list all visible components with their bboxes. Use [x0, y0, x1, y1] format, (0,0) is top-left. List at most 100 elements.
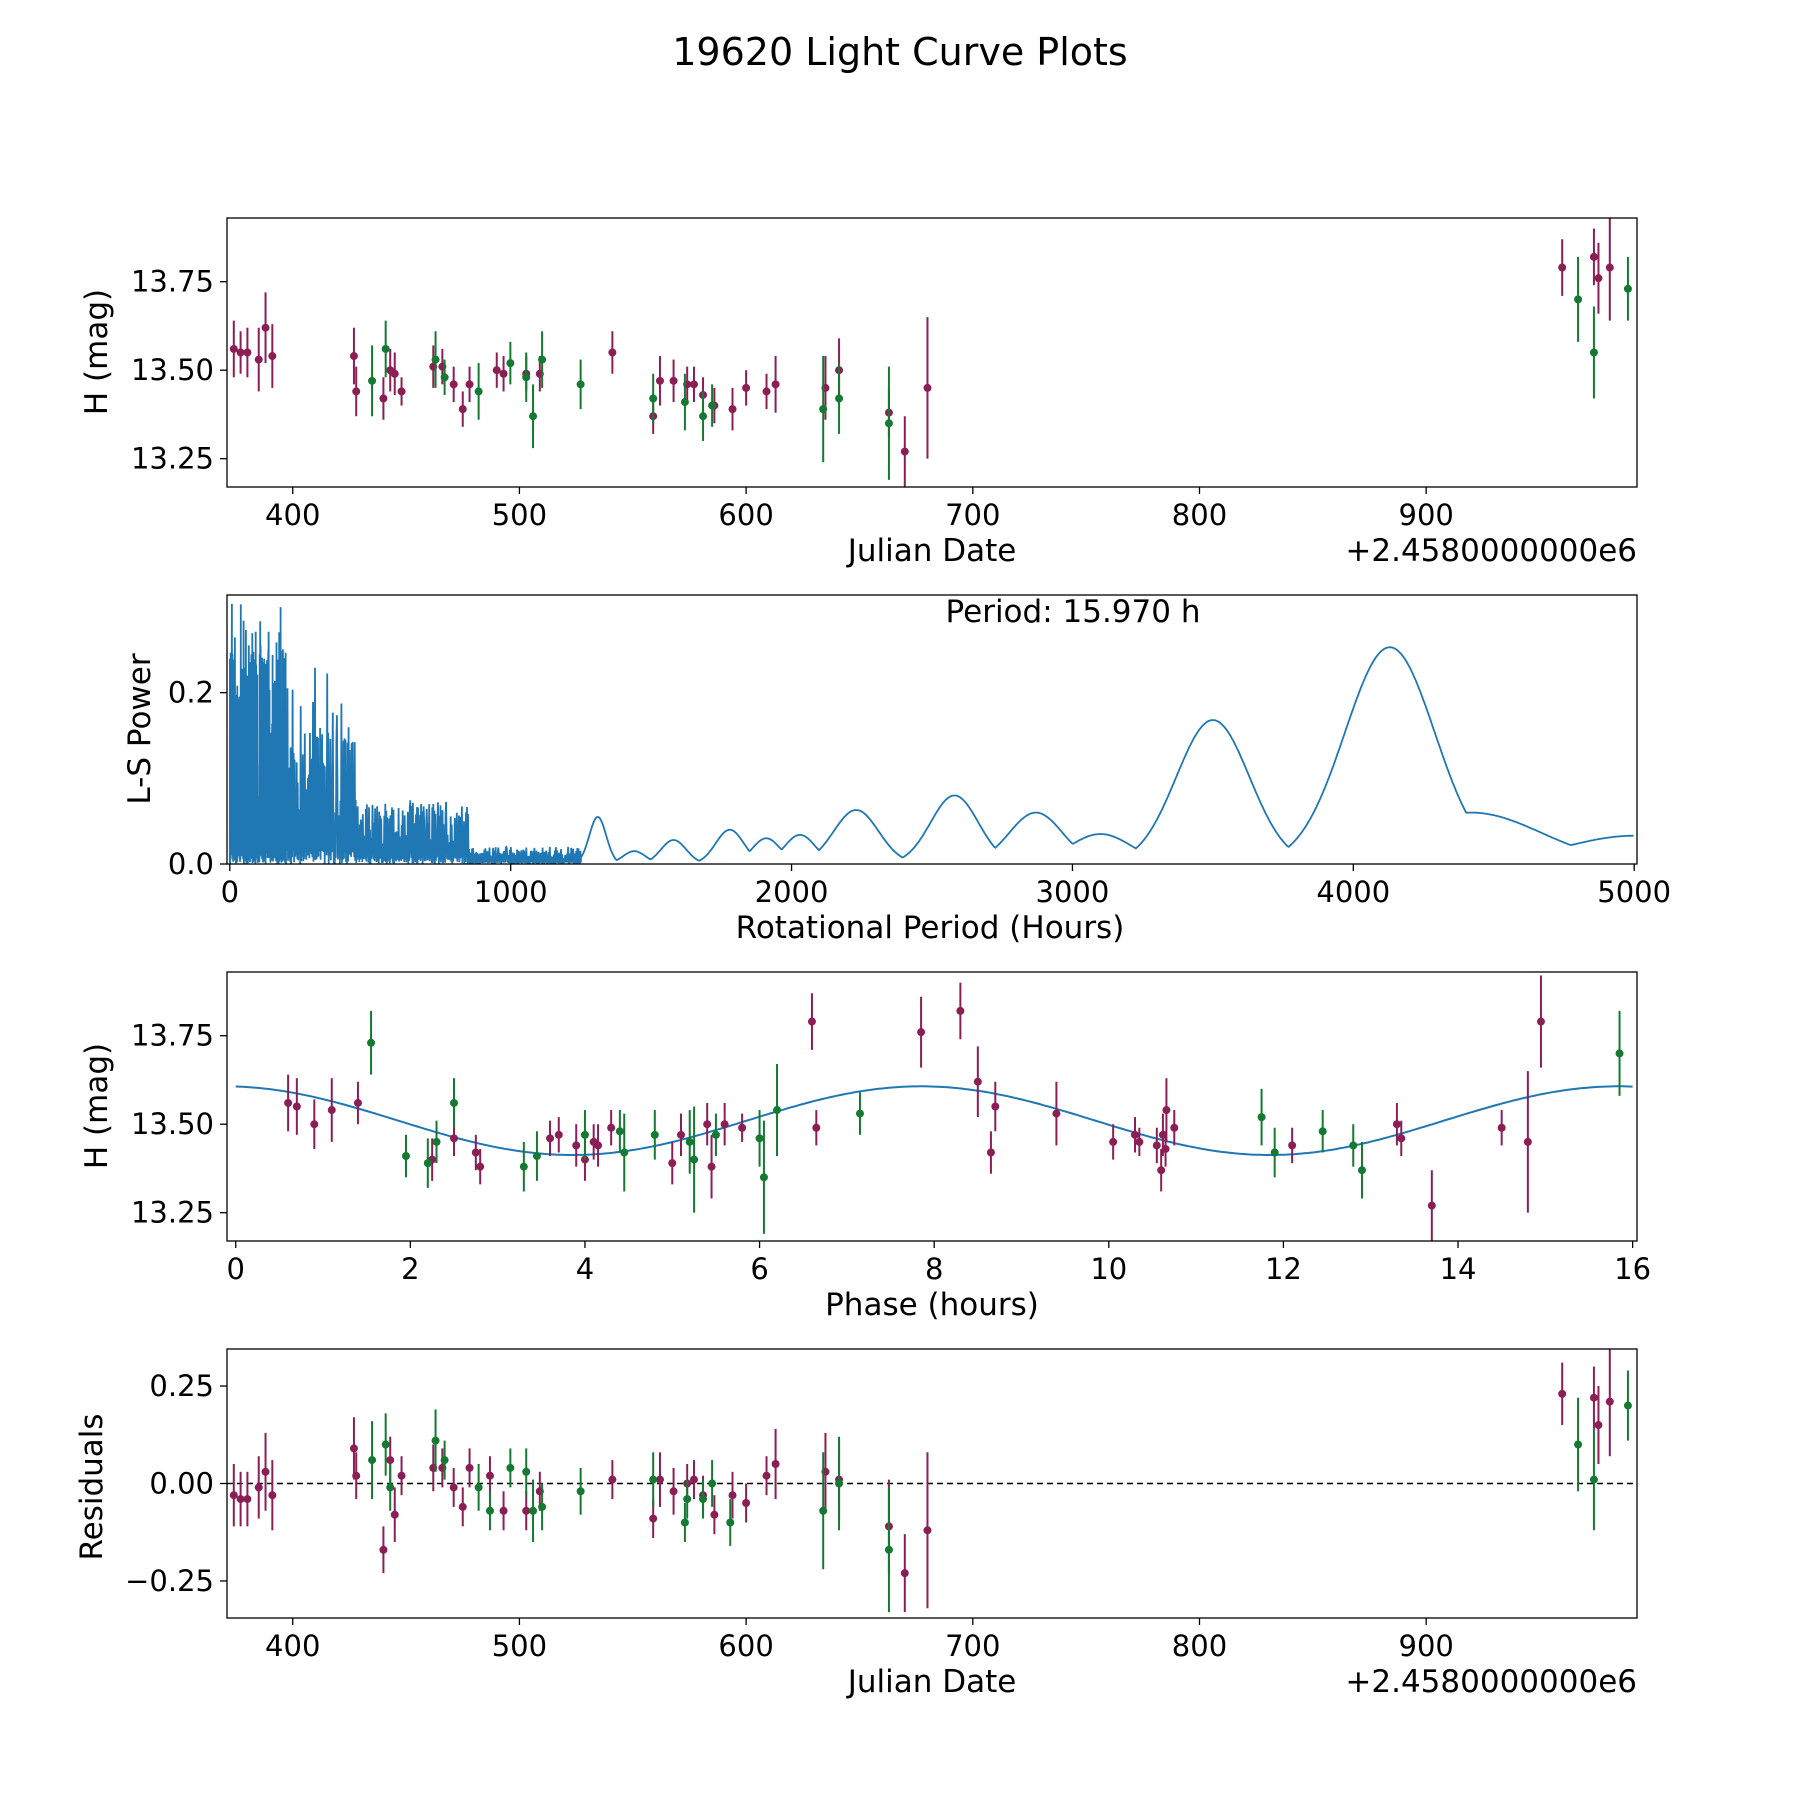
lightcurve-point-filter-b — [1574, 295, 1583, 304]
lightcurve-point-filter-a — [1605, 263, 1614, 272]
periodogram-xtick-label: 3000 — [1036, 875, 1110, 909]
residuals-point-filter-a — [669, 1487, 678, 1496]
lightcurve-point-filter-a — [728, 405, 737, 414]
lightcurve-point-filter-a — [268, 352, 277, 361]
residuals-point-filter-a — [458, 1502, 467, 1511]
phased-point-filter-a — [986, 1148, 995, 1157]
phased-point-filter-a — [1170, 1123, 1179, 1132]
phased-point-filter-a — [476, 1162, 485, 1171]
periodogram-x-ticks: 0 1000 2000 3000 4000 5000 — [221, 864, 1671, 909]
phased-point-filter-a — [973, 1077, 982, 1086]
phased-point-filter-a — [738, 1123, 747, 1132]
lightcurve-point-filter-b — [708, 401, 717, 410]
residuals-point-filter-b — [431, 1436, 440, 1445]
lightcurve-point-filter-a — [1594, 274, 1603, 283]
residuals-point-filter-a — [1558, 1389, 1567, 1398]
phased-point-filter-a — [676, 1130, 685, 1139]
periodogram-ytick-label: 0.2 — [168, 676, 214, 710]
lightcurve-point-filter-a — [229, 344, 238, 353]
lightcurve-point-filter-a — [449, 380, 458, 389]
phased-xtick-label: 0 — [227, 1252, 245, 1286]
phased-point-filter-a — [594, 1141, 603, 1150]
lightcurve-xlabel: Julian Date — [846, 533, 1017, 569]
lightcurve-point-filter-a — [669, 376, 678, 385]
residuals-x-ticks: 400 500 600 700 800 900 — [265, 1618, 1454, 1663]
phased-point-filter-a — [991, 1102, 1000, 1111]
phased-point-filter-b — [519, 1162, 528, 1171]
residuals-offset-label: +2.4580000000e6 — [1345, 1664, 1637, 1700]
lightcurve-point-filter-a — [379, 394, 388, 403]
lightcurve-point-filter-a — [349, 352, 358, 361]
residuals-point-filter-a — [1589, 1393, 1598, 1402]
phased-point-filter-a — [812, 1123, 821, 1132]
periodogram-xtick-label: 1000 — [474, 875, 548, 909]
phased-point-filter-a — [1161, 1144, 1170, 1153]
phased-point-filter-a — [1152, 1141, 1161, 1150]
residuals-point-filter-a — [522, 1506, 531, 1515]
phased-point-filter-a — [703, 1120, 712, 1129]
lightcurve-point-filter-a — [261, 323, 270, 332]
lightcurve-xtick-label: 400 — [265, 498, 320, 532]
residuals-point-filter-a — [386, 1456, 395, 1465]
lightcurve-point-filter-b — [368, 376, 377, 385]
residuals-xtick-label: 700 — [945, 1629, 1000, 1663]
residuals-point-filter-b — [819, 1506, 828, 1515]
phased-point-filter-a — [1397, 1134, 1406, 1143]
lightcurve-point-filter-a — [1558, 263, 1567, 272]
residuals-y-ticks: −0.25 0.00 0.25 — [125, 1369, 227, 1598]
lightcurve-point-filter-b — [522, 373, 531, 382]
phased-point-filter-b — [1349, 1141, 1358, 1150]
lightcurve-plot-layer — [229, 218, 1632, 487]
periodogram-axes-frame — [226, 594, 1638, 865]
lightcurve-point-filter-b — [474, 387, 483, 396]
residuals-xtick-label: 400 — [265, 1629, 320, 1663]
residuals-point-filter-b — [474, 1483, 483, 1492]
phased-point-filter-a — [471, 1148, 480, 1157]
lightcurve-point-filter-b — [819, 405, 828, 414]
phased-panel: 0 2 4 6 8 10 12 14 16 13.25 13.50 13.75 Phase (hou… — [79, 971, 1651, 1323]
lightcurve-point-filter-a — [352, 387, 361, 396]
phased-point-filter-b — [620, 1148, 629, 1157]
lightcurve-panel: 400 500 600 700 800 900 13.25 13.50 13.75 Julia… — [79, 217, 1638, 569]
periodogram-ytick-label: 0.0 — [168, 847, 214, 881]
phased-point-filter-a — [1523, 1137, 1532, 1146]
residuals-panel: 400 500 600 700 800 900 −0.25 0.00 0.25 Julian … — [74, 1348, 1638, 1700]
phased-point-filter-a — [1157, 1166, 1166, 1175]
residuals-point-filter-a — [710, 1510, 719, 1519]
phased-xtick-label: 16 — [1614, 1252, 1651, 1286]
residuals-point-filter-a — [379, 1545, 388, 1554]
lightcurve-point-filter-b — [529, 412, 538, 421]
phased-point-filter-a — [554, 1130, 563, 1139]
residuals-point-filter-b — [649, 1475, 658, 1484]
lightcurve-point-filter-a — [465, 380, 474, 389]
phased-point-filter-b — [1615, 1049, 1624, 1058]
lightcurve-point-filter-b — [440, 373, 449, 382]
periodogram-annotation: Period: 15.970 h — [946, 594, 1201, 630]
phased-point-filter-a — [1109, 1137, 1118, 1146]
phased-axes-frame — [226, 971, 1638, 1242]
phased-point-filter-b — [650, 1130, 659, 1139]
phased-xtick-label: 8 — [925, 1252, 943, 1286]
residuals-xtick-label: 600 — [718, 1629, 773, 1663]
residuals-point-filter-a — [923, 1526, 932, 1535]
lightcurve-point-filter-a — [900, 447, 909, 456]
phased-point-filter-b — [532, 1152, 541, 1161]
residuals-point-filter-a — [390, 1510, 399, 1519]
periodogram-xtick-label: 2000 — [755, 875, 829, 909]
periodogram-ylabel: L-S Power — [122, 653, 158, 804]
phased-xtick-label: 12 — [1265, 1252, 1302, 1286]
lightcurve-point-filter-b — [506, 359, 515, 368]
residuals-ylabel: Residuals — [74, 1413, 110, 1560]
periodogram-xtick-label: 5000 — [1597, 875, 1671, 909]
phased-xtick-label: 6 — [750, 1252, 768, 1286]
periodogram-xtick-label: 4000 — [1316, 875, 1390, 909]
lightcurve-point-filter-a — [923, 383, 932, 392]
residuals-point-filter-a — [243, 1495, 252, 1504]
residuals-point-filter-a — [1594, 1421, 1603, 1430]
residuals-point-filter-a — [229, 1491, 238, 1500]
residuals-xtick-label: 500 — [492, 1629, 547, 1663]
residuals-point-filter-b — [506, 1463, 515, 1472]
residuals-point-filter-b — [368, 1456, 377, 1465]
phased-point-filter-a — [607, 1123, 616, 1132]
